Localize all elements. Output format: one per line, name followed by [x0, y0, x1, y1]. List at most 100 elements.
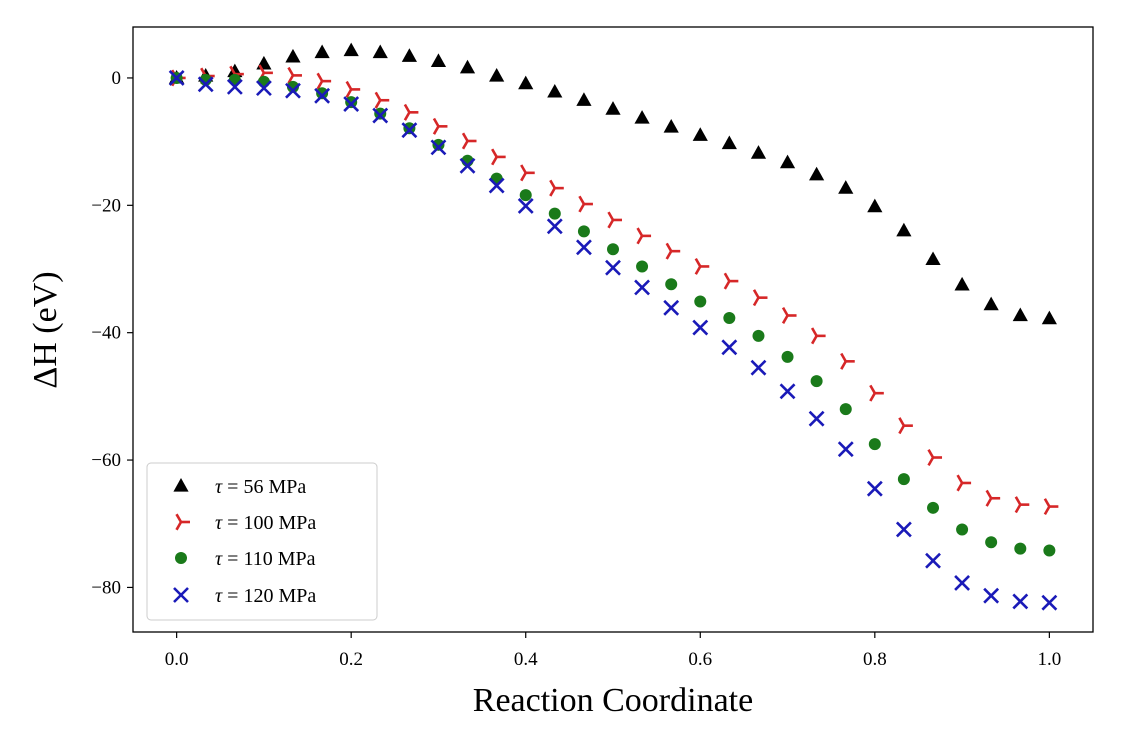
data-point [866, 480, 883, 497]
data-point [665, 242, 681, 260]
legend-label: = 100 MPa [222, 512, 316, 534]
y-axis: 0 −20 −40 −60 −80 [91, 68, 133, 598]
legend-label: = 110 MPa [222, 548, 315, 570]
data-point [168, 70, 185, 86]
data-point [810, 327, 826, 345]
data-points [168, 42, 1059, 611]
data-point [954, 575, 971, 591]
data-point [226, 78, 243, 95]
data-point [547, 83, 563, 98]
data-point [374, 107, 387, 120]
data-point [810, 375, 823, 388]
data-point [488, 177, 505, 194]
series-0 [169, 42, 1057, 325]
legend-marker-icon [173, 478, 189, 492]
data-point [665, 278, 678, 291]
data-point [867, 198, 883, 213]
data-point [983, 296, 999, 311]
data-point [1043, 498, 1059, 516]
data-point [723, 272, 739, 290]
data-point [517, 198, 534, 214]
x-tick-label: 0.0 [165, 649, 189, 670]
legend-label-tau: τ [215, 585, 223, 607]
data-point [956, 523, 969, 536]
data-point [927, 449, 943, 466]
svg-text:τ = 120 MPa: τ = 120 MPa [215, 585, 316, 607]
data-point [1043, 544, 1056, 557]
data-point [549, 179, 564, 197]
svg-text:τ = 110 MPa: τ = 110 MPa [215, 548, 316, 570]
x-tick-label: 0.4 [514, 649, 538, 670]
data-point [316, 72, 332, 90]
data-point [401, 122, 418, 139]
data-point [896, 222, 912, 237]
data-point [634, 110, 650, 124]
y-tick-label: −80 [91, 577, 121, 598]
data-point [491, 148, 506, 166]
data-point [897, 473, 910, 486]
data-point [692, 319, 709, 336]
data-point [983, 587, 1000, 604]
data-point [286, 80, 299, 93]
data-point [430, 53, 447, 67]
data-point [837, 441, 854, 458]
data-point [314, 44, 330, 59]
x-tick-label: 0.6 [688, 649, 712, 670]
data-point [752, 289, 768, 307]
data-point [1014, 496, 1030, 514]
data-point [372, 44, 388, 59]
data-point [343, 42, 359, 57]
data-point [692, 127, 708, 141]
data-point [663, 299, 680, 316]
data-point [345, 96, 358, 109]
legend-marker-icon [173, 587, 189, 603]
x-tick-label: 0.8 [863, 649, 887, 670]
data-point [781, 350, 794, 363]
data-point [925, 552, 941, 569]
x-tick-label: 1.0 [1037, 649, 1061, 670]
data-point [518, 75, 534, 90]
legend-label: = 56 MPa [222, 476, 306, 498]
data-point [607, 243, 619, 256]
data-point [256, 55, 272, 70]
data-point [314, 87, 331, 104]
legend-label: = 120 MPa [222, 585, 316, 607]
y-tick-label: −60 [91, 450, 121, 471]
data-point [459, 59, 476, 74]
y-tick-label: 0 [112, 68, 122, 89]
data-point [461, 132, 477, 150]
data-point [840, 352, 855, 370]
data-point [459, 157, 476, 174]
data-point [1014, 542, 1027, 555]
data-point [374, 91, 390, 109]
x-axis: 0.0 0.2 0.4 0.6 0.8 1.0 [165, 632, 1061, 670]
legend-entry-100mpa: τ = 100 MPa [175, 512, 316, 534]
data-point [925, 251, 941, 266]
data-point [605, 259, 621, 276]
data-point [345, 80, 361, 98]
data-point [750, 359, 767, 376]
data-point [927, 501, 940, 514]
data-point [576, 239, 592, 256]
x-axis-title: Reaction Coordinate [473, 682, 753, 719]
data-point [430, 139, 447, 156]
data-point [956, 474, 972, 492]
data-point [779, 154, 796, 169]
data-point [634, 279, 650, 296]
svg-text:τ = 100 MPa: τ = 100 MPa [215, 512, 316, 534]
data-point [1041, 310, 1057, 325]
y-tick-label: −40 [91, 323, 121, 344]
data-point [985, 536, 998, 549]
data-point [519, 189, 532, 202]
data-point [752, 329, 765, 342]
data-point [694, 257, 710, 275]
legend: τ = 56 MPa τ = 100 MPa τ = 110 MPa τ = 1… [146, 462, 378, 621]
data-point [985, 489, 1001, 507]
legend-marker-icon [175, 552, 187, 564]
data-point [723, 312, 736, 325]
data-point [663, 118, 679, 133]
data-point [403, 122, 416, 135]
data-point [316, 87, 329, 100]
data-point [577, 225, 590, 238]
